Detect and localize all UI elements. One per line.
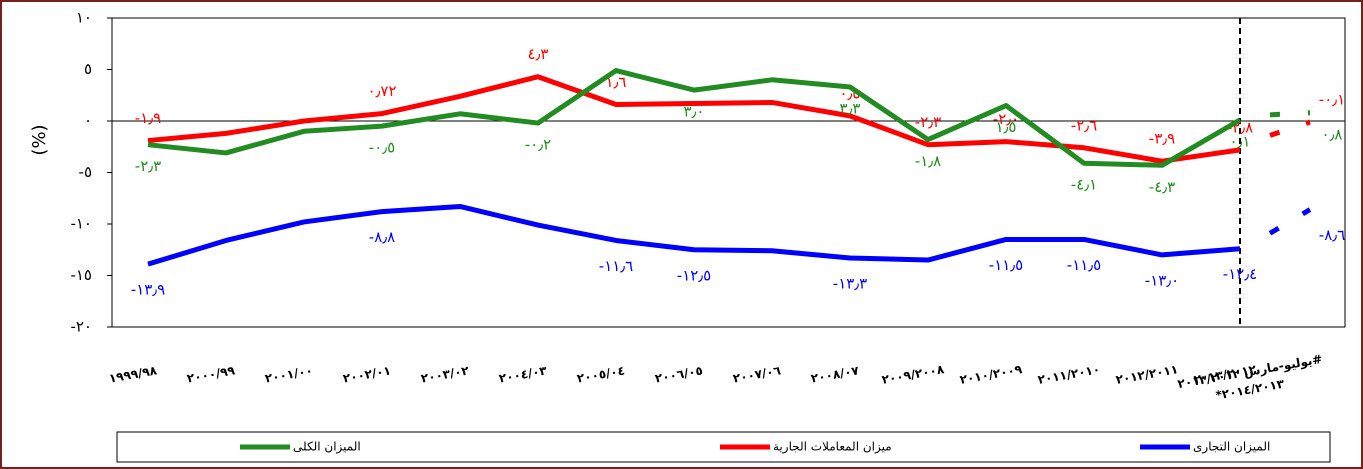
y-tick-label: ٠ [84,112,92,130]
series-line [1269,119,1311,138]
y-tick-label: -٥ [79,163,92,181]
series-line [147,203,1241,267]
data-label: ٤٫٣ [528,45,549,63]
y-tick-label: -١٠ [70,215,92,233]
legend-label: الميزان التجارى [1193,440,1270,455]
y-tick-label: ٥ [84,60,92,78]
data-label: -٠٫٢ [525,136,551,154]
data-label: -١١٫٦ [599,257,633,275]
data-label: -١٫٩ [135,109,161,127]
data-label: -٢٫٣ [135,157,161,175]
data-label: -٨٫٨ [369,228,395,246]
y-tick-label: -٢٠ [70,318,92,336]
data-label: -١٣٫٠ [1145,271,1179,289]
data-label: -٤٫٣ [1149,178,1175,196]
series-line [1269,110,1311,118]
y-tick-label: -١٥ [70,266,92,284]
y-tick-label: ١٠ [76,9,92,27]
data-label: -١٢٫٥ [677,266,711,284]
data-label: ٣٫٠ [684,103,705,121]
data-label: ٠٫٧٢ [367,82,396,100]
data-label: ٣٫٣ [840,100,861,118]
data-label: -٢٫٣ [915,113,941,131]
series-line [147,68,1242,168]
data-label: -٢٫٠ [993,110,1019,128]
data-label: ٠٫١ [1230,132,1251,150]
data-label: -١٫٨ [915,152,941,170]
data-label: -٢٫٦ [1071,116,1097,134]
data-label: -١٣٫٩ [131,281,165,299]
y-axis-label: (%) [29,124,50,155]
series-line [1268,207,1312,236]
legend-label: ميزان المعاملات الجارية [773,440,892,455]
data-label: -١٢٫٤ [1223,265,1257,283]
data-label: -١٣٫٣ [833,274,867,292]
data-label: -٨٫٦ [1319,226,1345,244]
data-label: -١١٫٥ [1067,256,1101,274]
data-label: -٠٫٥ [369,139,395,157]
data-label: -٣٫٩ [1149,130,1175,148]
data-label: ٠٫٨ [1322,125,1343,143]
data-label: -٤٫١ [1071,176,1097,194]
data-label: -٠٫١ [1319,91,1345,109]
data-label: -١١٫٥ [989,256,1023,274]
data-label: ١٫٦ [606,73,627,91]
legend-label: الميزان الكلى [293,440,361,455]
data-label: ١٫٥ [996,118,1017,136]
